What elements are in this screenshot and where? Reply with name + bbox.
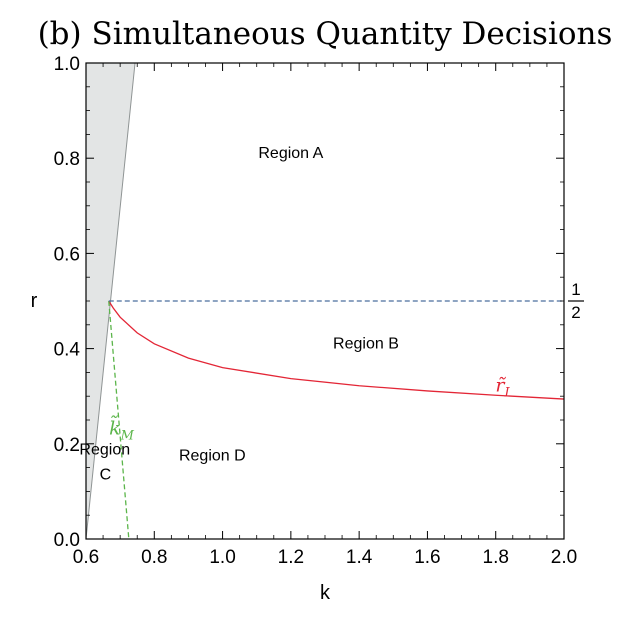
region-label: Region A xyxy=(258,145,323,162)
y-tick-label: 0.4 xyxy=(54,340,81,361)
x-tick-label: 1.0 xyxy=(209,547,235,568)
x-axis-label: k xyxy=(320,582,331,604)
half-label-numerator: 1 xyxy=(571,280,580,299)
half-label: 1 2 xyxy=(568,280,584,322)
y-tick-label: 0.8 xyxy=(54,149,80,170)
y-tick-label: 1.0 xyxy=(54,54,80,75)
region-label: C xyxy=(100,467,112,484)
x-tick-label: 2.0 xyxy=(551,547,577,568)
plot-area: 0.6 0.8 1.0 1.2 1.4 1.6 1.8 2.0 0.0 0.2 0.4 0.6 0.8 1… xyxy=(54,54,578,568)
y-tick-label: 0.6 xyxy=(54,244,80,265)
curve-label: k̃M xyxy=(109,416,135,443)
region-label: Region D xyxy=(179,447,246,464)
y-tick-label: 0.0 xyxy=(54,530,80,551)
series-line-0 xyxy=(108,300,565,400)
y-tick-label: 0.2 xyxy=(54,435,80,456)
x-tick-label: 0.8 xyxy=(141,547,167,568)
x-tick-label: 1.2 xyxy=(278,547,304,568)
chart-title: (b) Simultaneous Quantity Decisions xyxy=(38,16,613,52)
half-label-denominator: 2 xyxy=(571,303,580,322)
x-tick-label: 0.6 xyxy=(73,547,99,568)
x-tick-label: 1.8 xyxy=(483,547,509,568)
region-label: Region xyxy=(79,441,130,458)
x-tick-label: 1.6 xyxy=(414,547,440,568)
region-label: Region B xyxy=(333,336,399,353)
x-tick-label: 1.4 xyxy=(346,547,373,568)
curve-label: r̃I xyxy=(495,374,510,400)
y-axis-label: r xyxy=(31,290,38,312)
